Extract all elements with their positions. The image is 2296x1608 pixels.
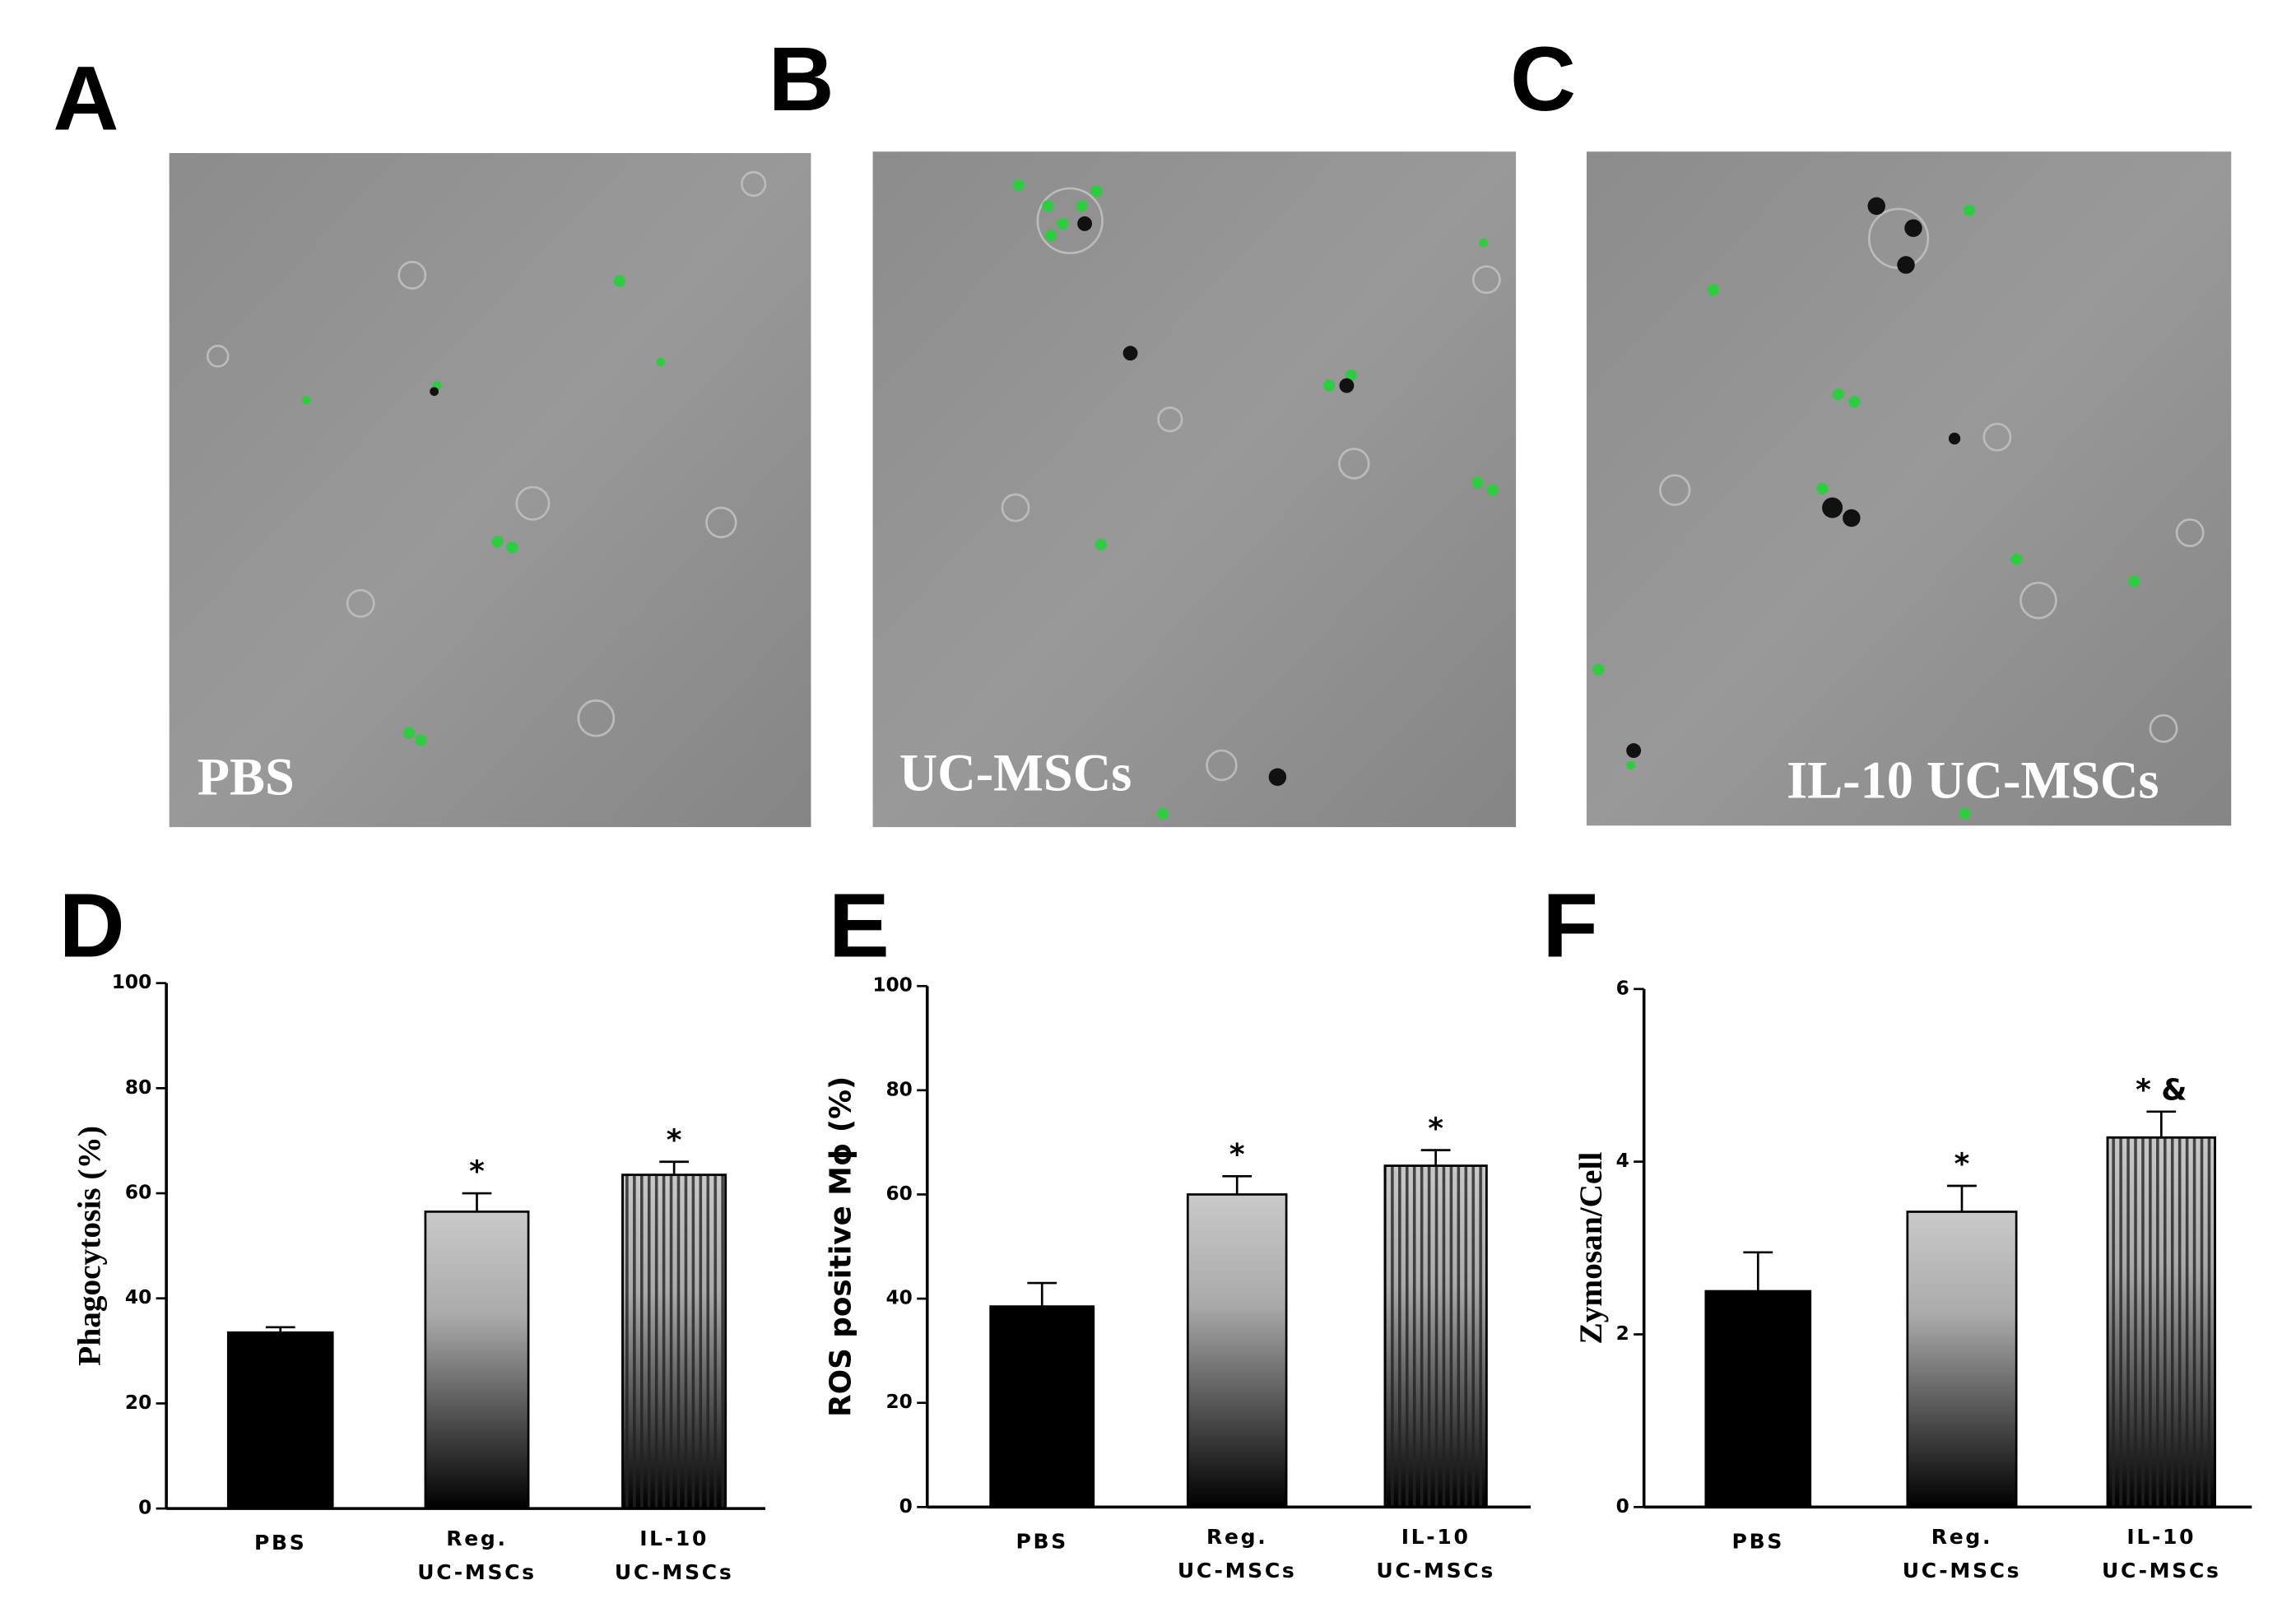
bar-stripes <box>2106 1136 2216 1508</box>
x-tick-label: IL-10 UC-MSCs <box>1376 1525 1495 1582</box>
x-tick-label: PBS <box>1732 1529 1784 1553</box>
panel-label: A <box>53 48 119 149</box>
x-tick-label: PBS <box>254 1531 306 1555</box>
y-tick-label: 100 <box>872 974 913 997</box>
y-axis-label: Phagocytosis (%) <box>72 1126 108 1366</box>
bar <box>1186 1193 1288 1508</box>
y-axis-label: ROS positive Mϕ (%) <box>825 1076 858 1417</box>
bar-stripes <box>1383 1164 1488 1508</box>
bar <box>1906 1211 2018 1508</box>
x-tick-label: IL-10 UC-MSCs <box>615 1527 734 1584</box>
y-tick-label: 80 <box>886 1078 913 1100</box>
image-label: UC-MSCs <box>899 743 1132 802</box>
y-tick-label: 40 <box>886 1287 913 1309</box>
bar-label: * <box>1229 1138 1245 1172</box>
bar <box>989 1305 1095 1508</box>
y-tick-label: 6 <box>1616 977 1629 999</box>
y-tick-label: 40 <box>125 1286 151 1308</box>
panel-label: D <box>59 875 125 976</box>
y-tick-label: 100 <box>112 971 152 993</box>
bar-stripes <box>621 1173 727 1510</box>
bar-label: * <box>1954 1148 1970 1182</box>
micrograph: UC-MSCs <box>872 151 1517 828</box>
image-label: IL-10 UC-MSCs <box>1787 751 2159 809</box>
panel-label: B <box>769 29 834 130</box>
x-tick-label: Reg. UC-MSCs <box>417 1527 537 1584</box>
y-tick-label: 0 <box>899 1495 913 1517</box>
y-tick-label: 0 <box>138 1497 151 1519</box>
x-tick-label: PBS <box>1016 1529 1068 1553</box>
bar <box>226 1331 334 1510</box>
y-tick-label: 80 <box>125 1076 151 1099</box>
x-tick-label: Reg. UC-MSCs <box>1903 1525 2022 1582</box>
y-tick-label: 60 <box>886 1183 913 1205</box>
micrograph: IL-10 UC-MSCs <box>1586 151 2232 826</box>
x-tick-label: IL-10 UC-MSCs <box>2102 1525 2221 1582</box>
panel-label: E <box>829 875 890 976</box>
bar-label: * <box>667 1123 682 1157</box>
y-tick-label: 0 <box>1616 1495 1629 1517</box>
bar-label: * <box>1428 1112 1443 1146</box>
y-tick-label: 60 <box>125 1182 151 1204</box>
y-axis-label: Zymosan/Cell <box>1573 1152 1609 1345</box>
image-label: PBS <box>198 748 295 806</box>
x-tick-label: Reg. UC-MSCs <box>1178 1525 1297 1582</box>
panel-label: F <box>1542 875 1598 976</box>
y-tick-label: 2 <box>1616 1322 1629 1345</box>
panel-label: C <box>1510 29 1576 130</box>
y-tick-label: 20 <box>125 1392 151 1414</box>
y-tick-label: 20 <box>886 1391 913 1413</box>
bar <box>1704 1290 1812 1508</box>
y-tick-label: 4 <box>1616 1150 1629 1172</box>
bar <box>424 1211 530 1510</box>
bar-label: * <box>469 1155 485 1189</box>
micrograph: PBS <box>169 152 811 828</box>
bar-label: * & <box>2136 1073 2187 1107</box>
